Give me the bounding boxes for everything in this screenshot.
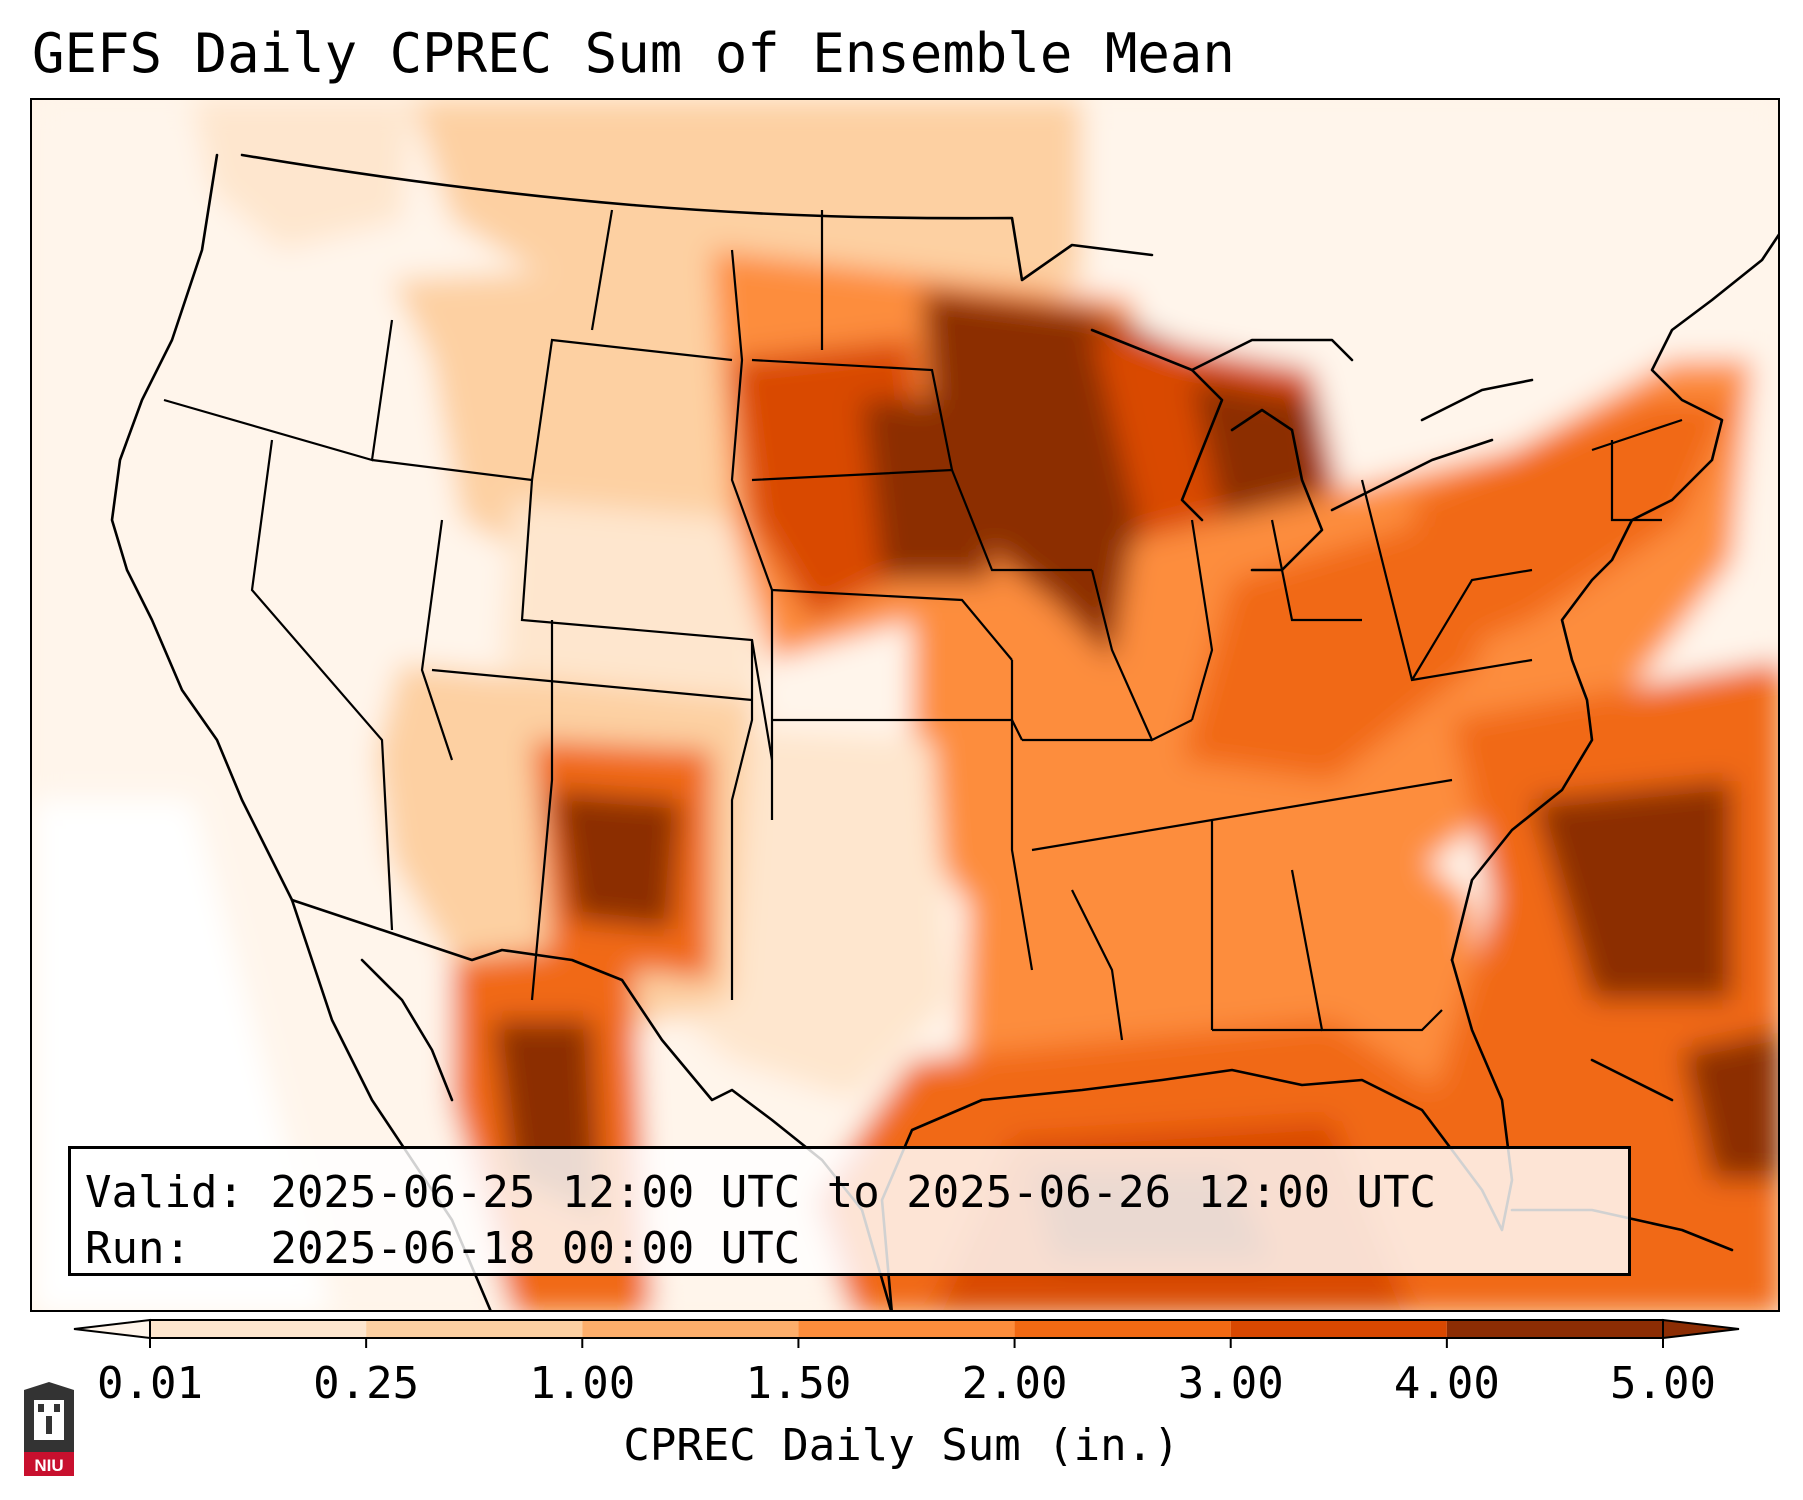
colorbar-extend-high — [1662, 1318, 1740, 1340]
colorbar-segment — [798, 1320, 1015, 1338]
colorbar-segment — [582, 1320, 799, 1338]
colorbar-segment — [150, 1320, 367, 1338]
colorbar-segment — [1014, 1320, 1231, 1338]
colorbar-segment — [1230, 1320, 1447, 1338]
run-label: Run: — [85, 1223, 191, 1274]
colorbar-segments — [73, 1318, 1740, 1340]
valid-value: 2025-06-25 12:00 UTC to 2025-06-26 12:00… — [270, 1167, 1437, 1218]
colorbar-tick-label: 3.00 — [1177, 1358, 1284, 1409]
info-box: Valid: 2025-06-25 12:00 UTC to 2025-06-2… — [68, 1146, 1631, 1276]
colorbar-tick-label: 4.00 — [1393, 1358, 1500, 1409]
colorbar-tick-label: 2.00 — [961, 1358, 1068, 1409]
logo-text: NIU — [34, 1456, 63, 1475]
map-title: GEFS Daily CPREC Sum of Ensemble Mean — [32, 22, 1235, 85]
colorbar-tick-label: 0.01 — [97, 1358, 203, 1409]
colorbar-ticks — [149, 1338, 1664, 1348]
colorbar — [73, 1318, 1740, 1348]
niu-logo: NIU — [24, 1382, 74, 1476]
precip-shading — [32, 100, 1778, 1310]
colorbar-label: CPREC Daily Sum (in.) — [623, 1420, 1180, 1471]
colorbar-extend-low — [73, 1318, 151, 1340]
valid-label: Valid: — [85, 1167, 244, 1218]
colorbar-segment — [366, 1320, 583, 1338]
state-borders — [163, 209, 1683, 1041]
colorbar-tick-label: 0.25 — [313, 1358, 420, 1409]
colorbar-outline — [149, 1319, 1664, 1339]
map-canvas — [32, 100, 1778, 1310]
colorbar-tick-label: 1.50 — [745, 1358, 852, 1409]
colorbar-tick-label: 1.00 — [529, 1358, 636, 1409]
colorbar-segment — [1446, 1320, 1663, 1338]
precipitation-map — [30, 98, 1780, 1312]
run-value: 2025-06-18 00:00 UTC — [270, 1223, 801, 1274]
colorbar-tick-label: 5.00 — [1610, 1358, 1716, 1409]
geography-lines — [110, 153, 1778, 1310]
